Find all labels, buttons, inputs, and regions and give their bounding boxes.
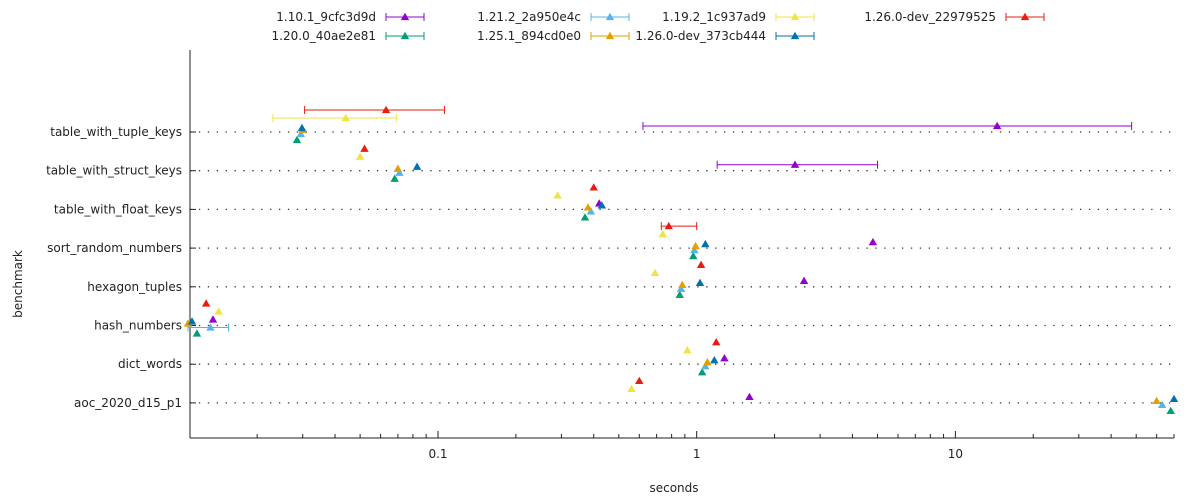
- point-1.26.0-dev_373cb444-table_with_float_keys: [597, 201, 607, 209]
- point-1.20.0_40ae2e81-table_with_float_keys: [580, 213, 590, 221]
- point-1.26.0-dev_373cb444-table_with_struct_keys: [412, 162, 422, 170]
- point-1.19.2_1c937ad9-hash_numbers: [214, 307, 223, 315]
- point-1.21.2_2a950e4c-table_with_float_keys: [586, 207, 596, 215]
- point-1.20.0_40ae2e81-hexagon_tuples: [675, 290, 684, 298]
- point-1.25.1_894cd0e0-table_with_float_keys: [583, 203, 593, 211]
- point-1.10.1_9cfc3d9d-hexagon_tuples: [799, 276, 809, 284]
- point-1.25.1_894cd0e0-hash_numbers: [183, 319, 193, 327]
- point-1.19.2_1c937ad9-table_with_struct_keys: [355, 152, 365, 160]
- legend-marker-1.21.2_2a950e4c: [605, 12, 615, 21]
- point-1.26.0-dev_373cb444-hash_numbers: [187, 317, 197, 325]
- legend-label-1.25.1_894cd0e0: 1.25.1_894cd0e0: [477, 29, 581, 43]
- legend-marker-1.25.1_894cd0e0: [605, 31, 615, 40]
- point-1.26.0-dev_22979525-table_with_struct_keys: [360, 144, 369, 152]
- point-1.10.1_9cfc3d9d-dict_words: [720, 354, 729, 362]
- point-1.21.2_2a950e4c-sort_random_numbers: [690, 245, 699, 254]
- point-1.25.1_894cd0e0-sort_random_numbers: [691, 241, 700, 250]
- point-1.26.0-dev_22979525-hash_numbers: [201, 299, 211, 307]
- point-1.21.2_2a950e4c-table_with_tuple_keys: [296, 129, 306, 138]
- point-1.10.1_9cfc3d9d-aoc_2020_d15_p1: [745, 392, 754, 401]
- legend-marker-1.10.1_9cfc3d9d: [400, 12, 410, 21]
- point-1.10.1_9cfc3d9d-sort_random_numbers: [868, 237, 878, 246]
- legend-marker-1.26.0-dev_373cb444: [790, 31, 800, 40]
- x-axis-title: seconds: [649, 481, 698, 495]
- legend-marker-1.19.2_1c937ad9: [790, 12, 800, 21]
- point-1.19.2_1c937ad9-hexagon_tuples: [650, 268, 660, 276]
- point-1.26.0-dev_22979525-table_with_tuple_keys: [381, 105, 391, 114]
- point-1.26.0-dev_373cb444-sort_random_numbers: [701, 239, 710, 248]
- legend-marker-1.20.0_40ae2e81: [400, 31, 410, 40]
- point-1.26.0-dev_373cb444-table_with_tuple_keys: [297, 123, 307, 132]
- point-1.26.0-dev_22979525-hexagon_tuples: [696, 260, 706, 268]
- point-1.25.1_894cd0e0-dict_words: [703, 358, 712, 366]
- point-1.10.1_9cfc3d9d-table_with_tuple_keys: [992, 121, 1002, 130]
- point-1.21.2_2a950e4c-dict_words: [701, 362, 710, 370]
- point-1.20.0_40ae2e81-hash_numbers: [192, 329, 202, 337]
- point-1.19.2_1c937ad9-aoc_2020_d15_p1: [627, 384, 636, 393]
- x-tick-label-1: 1: [693, 447, 701, 461]
- y-tick-label-hash_numbers: hash_numbers: [94, 319, 182, 333]
- point-1.26.0-dev_22979525-dict_words: [712, 338, 721, 346]
- point-1.25.1_894cd0e0-aoc_2020_d15_p1: [1152, 396, 1161, 405]
- point-1.25.1_894cd0e0-hexagon_tuples: [678, 280, 687, 288]
- legend-label-1.19.2_1c937ad9: 1.19.2_1c937ad9: [662, 10, 766, 24]
- point-1.20.0_40ae2e81-sort_random_numbers: [689, 251, 698, 260]
- legend-marker-1.26.0-dev_22979525: [1020, 12, 1030, 21]
- y-tick-label-table_with_struct_keys: table_with_struct_keys: [46, 164, 182, 178]
- point-1.19.2_1c937ad9-table_with_tuple_keys: [341, 113, 350, 122]
- x-tick-label-0.1: 0.1: [428, 447, 447, 461]
- point-1.20.0_40ae2e81-table_with_tuple_keys: [292, 135, 302, 144]
- point-1.26.0-dev_373cb444-dict_words: [710, 356, 719, 364]
- legend-label-1.26.0-dev_373cb444: 1.26.0-dev_373cb444: [635, 29, 766, 43]
- point-1.20.0_40ae2e81-table_with_struct_keys: [390, 174, 399, 182]
- legend-label-1.21.2_2a950e4c: 1.21.2_2a950e4c: [477, 10, 581, 24]
- point-1.20.0_40ae2e81-aoc_2020_d15_p1: [1166, 406, 1175, 415]
- y-tick-label-dict_words: dict_words: [118, 357, 182, 371]
- point-1.26.0-dev_22979525-table_with_float_keys: [589, 183, 598, 191]
- point-1.21.2_2a950e4c-hash_numbers: [206, 323, 215, 331]
- point-1.21.2_2a950e4c-hexagon_tuples: [676, 284, 686, 292]
- y-tick-label-table_with_float_keys: table_with_float_keys: [54, 202, 182, 216]
- point-1.10.1_9cfc3d9d-table_with_struct_keys: [790, 160, 800, 168]
- point-1.21.2_2a950e4c-aoc_2020_d15_p1: [1157, 400, 1167, 409]
- legend-label-1.20.0_40ae2e81: 1.20.0_40ae2e81: [272, 29, 376, 43]
- y-tick-label-hexagon_tuples: hexagon_tuples: [87, 280, 182, 294]
- point-1.21.2_2a950e4c-table_with_struct_keys: [395, 168, 404, 176]
- y-axis-title: benchmark: [11, 250, 25, 318]
- legend-label-1.26.0-dev_22979525: 1.26.0-dev_22979525: [864, 10, 996, 24]
- point-1.19.2_1c937ad9-sort_random_numbers: [658, 229, 668, 238]
- y-tick-label-aoc_2020_d15_p1: aoc_2020_d15_p1: [74, 396, 182, 410]
- x-tick-label-10: 10: [948, 447, 963, 461]
- point-1.26.0-dev_373cb444-aoc_2020_d15_p1: [1169, 394, 1179, 403]
- point-1.20.0_40ae2e81-dict_words: [697, 368, 707, 376]
- point-1.26.0-dev_373cb444-hexagon_tuples: [695, 278, 705, 286]
- legend-label-1.10.1_9cfc3d9d: 1.10.1_9cfc3d9d: [276, 10, 376, 24]
- point-1.19.2_1c937ad9-table_with_float_keys: [553, 191, 562, 199]
- point-1.26.0-dev_22979525-sort_random_numbers: [664, 221, 673, 230]
- point-1.25.1_894cd0e0-table_with_struct_keys: [393, 164, 403, 172]
- point-1.26.0-dev_22979525-aoc_2020_d15_p1: [635, 376, 644, 385]
- y-tick-label-sort_random_numbers: sort_random_numbers: [47, 241, 182, 255]
- point-1.19.2_1c937ad9-dict_words: [683, 346, 692, 354]
- point-1.10.1_9cfc3d9d-hash_numbers: [208, 315, 218, 323]
- y-tick-label-table_with_tuple_keys: table_with_tuple_keys: [50, 125, 182, 139]
